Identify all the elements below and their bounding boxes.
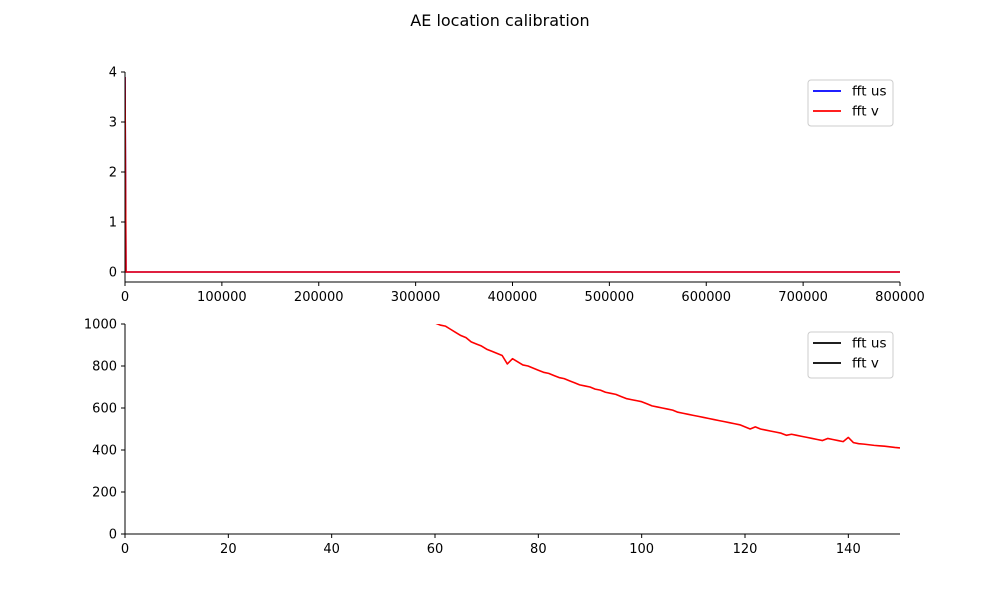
y-tick-label: 1000 <box>84 318 117 333</box>
bottom-chart-axes: 0 20 40 60 80 100 120 140 0 200 400 600 800 1000 <box>84 318 900 557</box>
y-tick-label: 1 <box>109 216 117 231</box>
top-chart: 0 100000 200000 300000 400000 500000 600000 700… <box>109 66 925 306</box>
y-tick-label: 600 <box>92 402 117 417</box>
series-line-1 <box>125 76 900 273</box>
x-tick-label: 40 <box>323 542 340 557</box>
top-chart-legend: fft us fft v <box>807 79 894 127</box>
x-tick-label: 0 <box>121 290 129 305</box>
x-tick-label: 0 <box>121 542 129 557</box>
top-chart-axes: 0 100000 200000 300000 400000 500000 600000 700… <box>109 66 925 306</box>
x-tick-label: 60 <box>427 542 444 557</box>
legend-label: fft us <box>852 336 886 352</box>
x-tick-label: 700000 <box>778 290 828 305</box>
bottom-chart-legend: fft us fft v <box>807 331 894 379</box>
x-tick-label: 800000 <box>875 290 925 305</box>
y-tick-label: 200 <box>92 486 117 501</box>
legend-label: fft v <box>852 104 879 120</box>
y-tick-label: 800 <box>92 360 117 375</box>
series-line-0 <box>435 324 900 449</box>
x-tick-label: 20 <box>220 542 237 557</box>
x-tick-label: 120 <box>733 542 758 557</box>
legend-label: fft us <box>852 84 886 100</box>
x-tick-label: 300000 <box>391 290 441 305</box>
figure-title: AE location calibration <box>410 11 589 30</box>
legend-label: fft v <box>852 356 879 372</box>
x-tick-label: 600000 <box>681 290 731 305</box>
y-tick-label: 3 <box>109 116 117 131</box>
series-line-0 <box>125 76 900 273</box>
y-tick-label: 0 <box>109 528 117 543</box>
y-tick-label: 4 <box>109 66 117 81</box>
top-chart-lines <box>125 76 900 273</box>
x-tick-label: 400000 <box>488 290 538 305</box>
bottom-chart-lines <box>435 324 900 449</box>
x-tick-label: 200000 <box>294 290 344 305</box>
y-tick-label: 2 <box>109 166 117 181</box>
x-tick-label: 80 <box>530 542 547 557</box>
x-tick-label: 100 <box>629 542 654 557</box>
x-tick-label: 500000 <box>585 290 635 305</box>
y-tick-label: 0 <box>109 266 117 281</box>
x-tick-label: 140 <box>836 542 861 557</box>
bottom-chart: 0 20 40 60 80 100 120 140 0 200 400 600 800 1000 fft … <box>84 318 900 557</box>
x-tick-label: 100000 <box>197 290 247 305</box>
y-tick-label: 400 <box>92 444 117 459</box>
